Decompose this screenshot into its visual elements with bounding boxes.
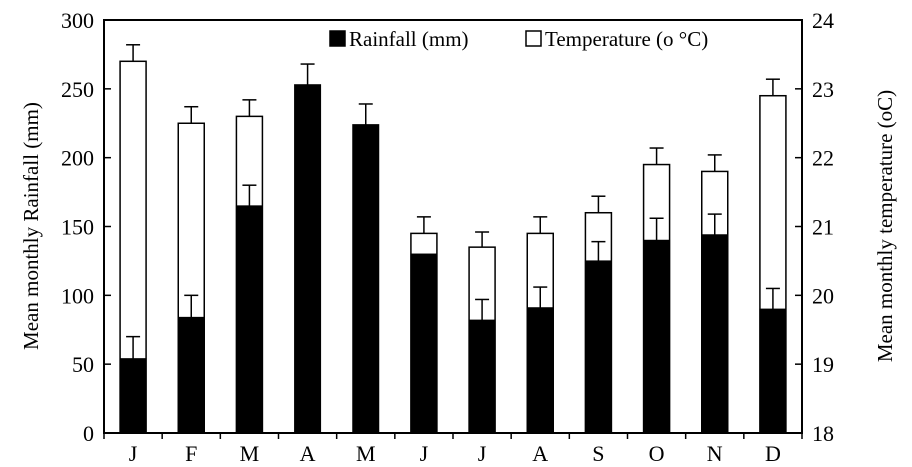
rainfall-error-bar: [126, 335, 141, 359]
rainfall-bar: [643, 239, 671, 434]
legend: Rainfall (mm) Temperature (o °C): [329, 27, 708, 51]
left-y-tick-label: 100: [61, 283, 94, 308]
temperature-error-bar: [649, 147, 664, 165]
left-y-tick-label: 150: [61, 215, 94, 240]
legend-label-rainfall: Rainfall (mm): [349, 27, 469, 51]
rainfall-error-bar: [649, 217, 664, 241]
x-tick-label: M: [356, 441, 376, 466]
x-tick-label: J: [420, 441, 429, 466]
x-tick-label: O: [649, 441, 665, 466]
x-tick-label: F: [185, 441, 197, 466]
left-y-tick-label: 250: [61, 77, 94, 102]
plot-area-frame: [103, 19, 803, 434]
left-y-tick-label: 50: [72, 352, 94, 377]
rainfall-bar: [352, 124, 380, 434]
rainfall-bar: [119, 358, 147, 434]
x-tick-label: J: [129, 441, 138, 466]
rainfall-error-bar: [765, 287, 780, 310]
rainfall-bar: [294, 84, 322, 434]
temperature-error-bar: [184, 105, 199, 124]
rainfall-bar: [759, 308, 787, 434]
rainfall-error-bar: [591, 240, 606, 261]
temperature-error-bar: [242, 99, 257, 117]
rainfall-bar: [177, 316, 205, 434]
rainfall-error-bar: [533, 286, 548, 308]
right-y-tick-label: 24: [812, 8, 834, 33]
rainfall-bar: [584, 260, 612, 434]
rainfall-error-bar: [300, 63, 315, 85]
rainfall-bar: [526, 307, 554, 434]
temperature-error-bar: [533, 216, 548, 234]
temperature-error-bar: [765, 78, 780, 96]
rainfall-error-bar: [242, 184, 257, 206]
rainfall-bar: [410, 253, 438, 434]
bars-layer: [119, 60, 787, 434]
right-y-axis-title: Mean monthly temperature (oC): [873, 90, 897, 362]
left-y-tick-label: 200: [61, 146, 94, 171]
x-tick-label: A: [532, 441, 548, 466]
right-y-tick-label: 19: [812, 352, 834, 377]
temperature-error-bar: [416, 216, 431, 234]
rainfall-error-bar: [475, 298, 490, 321]
x-tick-label: M: [240, 441, 260, 466]
rainfall-error-bar: [707, 213, 722, 235]
rainfall-error-bar: [184, 294, 199, 318]
temperature-error-bar: [591, 195, 606, 213]
rainfall-bar: [235, 205, 263, 434]
temperature-error-bar: [126, 44, 141, 62]
x-tick-label: A: [300, 441, 316, 466]
right-y-tick-label: 22: [812, 146, 834, 171]
legend-label-temperature: Temperature (o °C): [545, 27, 708, 51]
left-y-tick-label: 300: [61, 8, 94, 33]
right-y-tick-label: 21: [812, 215, 834, 240]
x-tick-label: S: [592, 441, 604, 466]
error-bars-layer: [126, 44, 780, 359]
legend-swatch-rainfall: [329, 30, 346, 47]
x-tick-label: D: [765, 441, 781, 466]
left-y-axis-title: Mean monthly Rainfall (mm): [19, 102, 43, 350]
left-y-axis: 0 50 100 150 200 250 300: [61, 8, 111, 446]
x-tick-label: J: [478, 441, 487, 466]
right-y-tick-label: 20: [812, 283, 834, 308]
x-tick-label: N: [707, 441, 723, 466]
rainfall-bar: [701, 234, 729, 434]
left-y-tick-label: 0: [83, 421, 94, 446]
right-y-axis: 18 19 20 21 22 23 24: [795, 8, 834, 446]
rainfall-bar: [468, 319, 496, 434]
temperature-error-bar: [475, 231, 490, 248]
temperature-error-bar: [707, 154, 722, 172]
right-y-tick-label: 23: [812, 77, 834, 102]
right-y-tick-label: 18: [812, 421, 834, 446]
rainfall-error-bar: [358, 103, 373, 125]
legend-swatch-temperature: [525, 30, 542, 47]
